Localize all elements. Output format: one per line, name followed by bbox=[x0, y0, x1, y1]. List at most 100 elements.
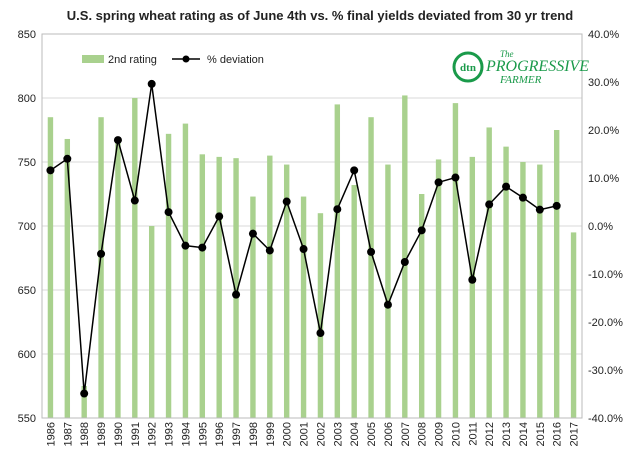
line-point bbox=[265, 246, 274, 255]
y-left-tick-label: 750 bbox=[18, 157, 36, 169]
line-point bbox=[535, 205, 544, 214]
bar bbox=[351, 185, 357, 418]
y-right-tick-label: -10.0% bbox=[588, 269, 623, 281]
bar bbox=[418, 194, 425, 418]
x-tick-label: 1992 bbox=[147, 422, 159, 446]
x-tick-label: 2002 bbox=[315, 422, 327, 446]
x-tick-label: 2009 bbox=[434, 422, 446, 446]
bar bbox=[570, 232, 577, 418]
y-left-tick-label: 600 bbox=[18, 349, 36, 361]
y-left-tick-label: 550 bbox=[18, 413, 36, 425]
x-tick-label: 2015 bbox=[535, 422, 547, 446]
y-right-tick-label: 30.0% bbox=[588, 77, 619, 89]
line-point bbox=[46, 166, 55, 175]
legend-line-marker bbox=[182, 55, 190, 63]
line-point bbox=[502, 182, 511, 191]
line-point bbox=[198, 243, 207, 252]
x-tick-label: 1988 bbox=[79, 422, 91, 446]
y-right-tick-label: 40.0% bbox=[588, 29, 619, 41]
bar bbox=[64, 138, 71, 418]
line-point bbox=[518, 193, 527, 202]
y-right-tick-label: -40.0% bbox=[588, 413, 623, 425]
x-tick-label: 2012 bbox=[484, 422, 496, 446]
line-point bbox=[248, 229, 257, 238]
bar bbox=[334, 104, 341, 419]
y-right-tick-label: 10.0% bbox=[588, 173, 619, 185]
y-right-tick-label: -30.0% bbox=[588, 365, 623, 377]
line-point bbox=[232, 290, 241, 299]
bar bbox=[520, 162, 526, 418]
x-tick-label: 1999 bbox=[265, 422, 277, 446]
x-tick-label: 2017 bbox=[569, 422, 581, 446]
line-point bbox=[485, 200, 494, 209]
y-right-tick-label: 0.0% bbox=[588, 221, 613, 233]
y-left-tick-label: 850 bbox=[18, 29, 36, 41]
chart-title: U.S. spring wheat rating as of June 4th … bbox=[67, 8, 573, 23]
plot-area-border bbox=[41, 33, 583, 419]
bar bbox=[115, 142, 121, 419]
bar-series bbox=[47, 95, 577, 419]
bar bbox=[486, 127, 492, 418]
line-point bbox=[181, 241, 190, 250]
x-tick-label: 2000 bbox=[282, 422, 294, 446]
y-right-tick-label: -20.0% bbox=[588, 317, 623, 329]
legend-line-label: % deviation bbox=[207, 54, 264, 66]
x-tick-label: 1997 bbox=[231, 422, 243, 446]
bar bbox=[452, 103, 459, 419]
bar bbox=[553, 130, 560, 418]
line-point bbox=[400, 258, 409, 266]
y-axis-left: 550 600 650 700 750 800 850 bbox=[18, 29, 36, 425]
bar bbox=[81, 386, 87, 418]
line-point bbox=[80, 389, 89, 398]
y-left-tick-label: 800 bbox=[18, 93, 36, 105]
x-tick-label: 2003 bbox=[332, 422, 344, 446]
line-point bbox=[434, 178, 443, 187]
x-tick-label: 1995 bbox=[197, 422, 209, 446]
line-point bbox=[164, 208, 173, 217]
line-point bbox=[383, 300, 392, 309]
bar bbox=[402, 95, 408, 418]
bar bbox=[317, 213, 324, 418]
x-tick-label: 1991 bbox=[130, 422, 142, 446]
legend: 2nd rating % deviation bbox=[82, 54, 264, 66]
x-tick-label: 2005 bbox=[366, 422, 378, 446]
bar bbox=[385, 164, 391, 418]
x-tick-label: 2014 bbox=[518, 422, 530, 446]
y-left-tick-label: 700 bbox=[18, 221, 36, 233]
x-tick-label: 2007 bbox=[400, 422, 412, 446]
line-point bbox=[97, 249, 106, 258]
line-point bbox=[468, 275, 477, 284]
line-point bbox=[417, 226, 426, 235]
x-tick-label: 1993 bbox=[164, 422, 176, 446]
x-tick-label: 1998 bbox=[248, 422, 260, 446]
bar bbox=[98, 117, 104, 418]
bar bbox=[165, 133, 172, 418]
dtn-progressive-farmer-logo: dtn The PROGRESSIVE FARMER bbox=[452, 49, 589, 86]
bar bbox=[199, 154, 206, 418]
bar bbox=[537, 164, 543, 418]
bar bbox=[503, 146, 509, 418]
line-point bbox=[282, 197, 291, 206]
bar bbox=[216, 156, 222, 418]
x-tick-label: 2010 bbox=[450, 422, 462, 446]
dtn-logo-text: dtn bbox=[460, 62, 476, 74]
y-axis-right: -40.0% -30.0% -20.0% -10.0% 0.0% 10.0% 20.0% 30… bbox=[588, 29, 623, 425]
bar bbox=[148, 226, 155, 418]
x-tick-label: 2001 bbox=[299, 422, 311, 446]
x-tick-label: 2016 bbox=[552, 422, 564, 446]
bar bbox=[47, 117, 54, 418]
line-point bbox=[147, 79, 156, 88]
x-tick-label: 1996 bbox=[214, 422, 226, 446]
y-left-tick-label: 650 bbox=[18, 285, 36, 297]
bar bbox=[435, 159, 442, 418]
bar bbox=[469, 156, 476, 418]
line-point bbox=[552, 201, 561, 210]
logo-line-3: FARMER bbox=[499, 74, 542, 86]
line-series bbox=[46, 79, 561, 398]
line-point bbox=[350, 166, 359, 175]
legend-bar-swatch bbox=[82, 55, 104, 63]
x-tick-label: 2013 bbox=[501, 422, 513, 446]
x-tick-label: 2004 bbox=[349, 422, 361, 446]
bar bbox=[368, 117, 374, 418]
